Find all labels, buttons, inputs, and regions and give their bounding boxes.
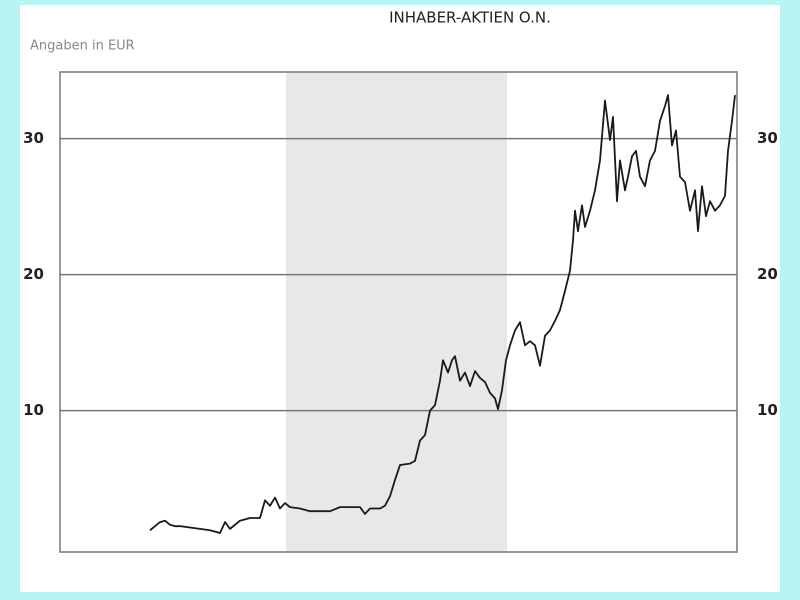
y-tick-label: 10 — [23, 401, 44, 419]
shaded-region — [286, 72, 507, 552]
y2-tick-label: 30 — [757, 129, 778, 147]
y2-tick-label: 20 — [757, 265, 778, 283]
price-line — [149, 94, 736, 534]
y2-tick-label: 10 — [757, 401, 778, 419]
plot-frame — [59, 71, 738, 553]
chart-subtitle: Angaben in EUR — [30, 39, 135, 54]
y-tick-label: 20 — [23, 265, 44, 283]
chart-title: INHABER-AKTIEN O.N. — [389, 9, 551, 27]
y-tick-label: 30 — [23, 129, 44, 147]
